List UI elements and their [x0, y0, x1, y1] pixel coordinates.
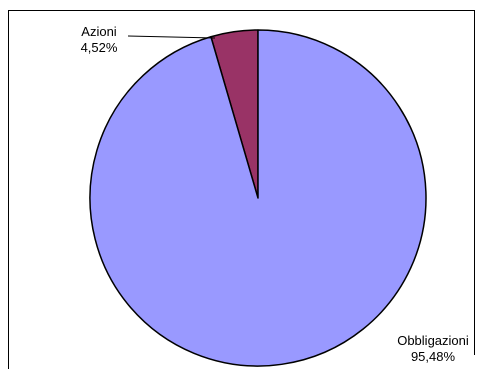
pie-slice-obbligazioni: [89, 29, 427, 367]
pie-slices: [89, 29, 427, 367]
slice-label-azioni: Azioni: [81, 24, 117, 39]
slice-value-obbligazioni: 95,48%: [411, 349, 456, 364]
slice-label-obbligazioni: Obbligazioni: [397, 333, 469, 348]
leader-line-azioni: [127, 35, 216, 39]
slice-value-azioni: 4,52%: [81, 40, 118, 55]
